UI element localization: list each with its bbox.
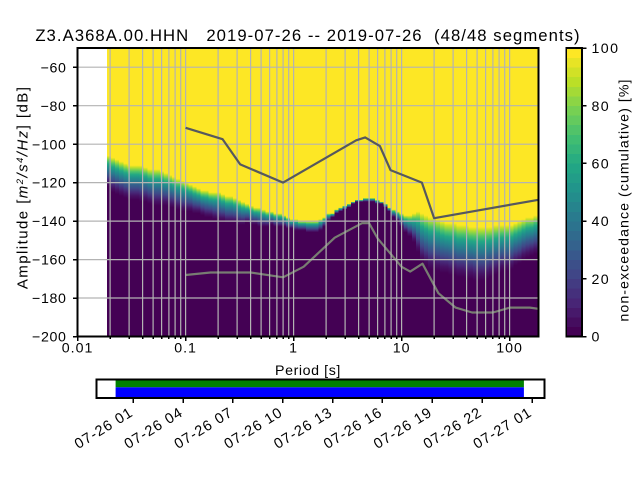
svg-text:−120: −120 xyxy=(32,176,67,192)
svg-text:100: 100 xyxy=(496,340,523,356)
svg-text:−80: −80 xyxy=(41,99,67,115)
svg-text:Z3.A368A.00.HHN 2019-07-26 -: Z3.A368A.00.HHN 2019-07-26 -- 2019-07-26… xyxy=(35,26,580,45)
svg-text:−160: −160 xyxy=(32,253,67,269)
svg-text:−140: −140 xyxy=(32,214,67,230)
svg-text:80: 80 xyxy=(592,99,611,115)
svg-text:−60: −60 xyxy=(41,60,67,76)
svg-text:100: 100 xyxy=(592,41,620,57)
svg-text:−200: −200 xyxy=(32,330,67,346)
svg-text:−180: −180 xyxy=(32,291,67,307)
svg-text:10: 10 xyxy=(393,340,411,356)
svg-text:Period [s]: Period [s] xyxy=(275,363,341,379)
svg-text:0.01: 0.01 xyxy=(62,340,94,356)
svg-text:0: 0 xyxy=(592,330,601,346)
svg-text:20: 20 xyxy=(592,272,611,288)
svg-text:40: 40 xyxy=(592,214,611,230)
svg-text:−100: −100 xyxy=(32,137,67,153)
svg-text:non-exceedance (cumulative) [%: non-exceedance (cumulative) [%] xyxy=(617,78,633,321)
svg-text:0.1: 0.1 xyxy=(174,340,197,356)
svg-text:Amplitude [m2/s4/Hz] [dB]: Amplitude [m2/s4/Hz] [dB] xyxy=(15,86,32,290)
svg-text:1: 1 xyxy=(289,340,298,356)
svg-text:60: 60 xyxy=(592,157,611,173)
